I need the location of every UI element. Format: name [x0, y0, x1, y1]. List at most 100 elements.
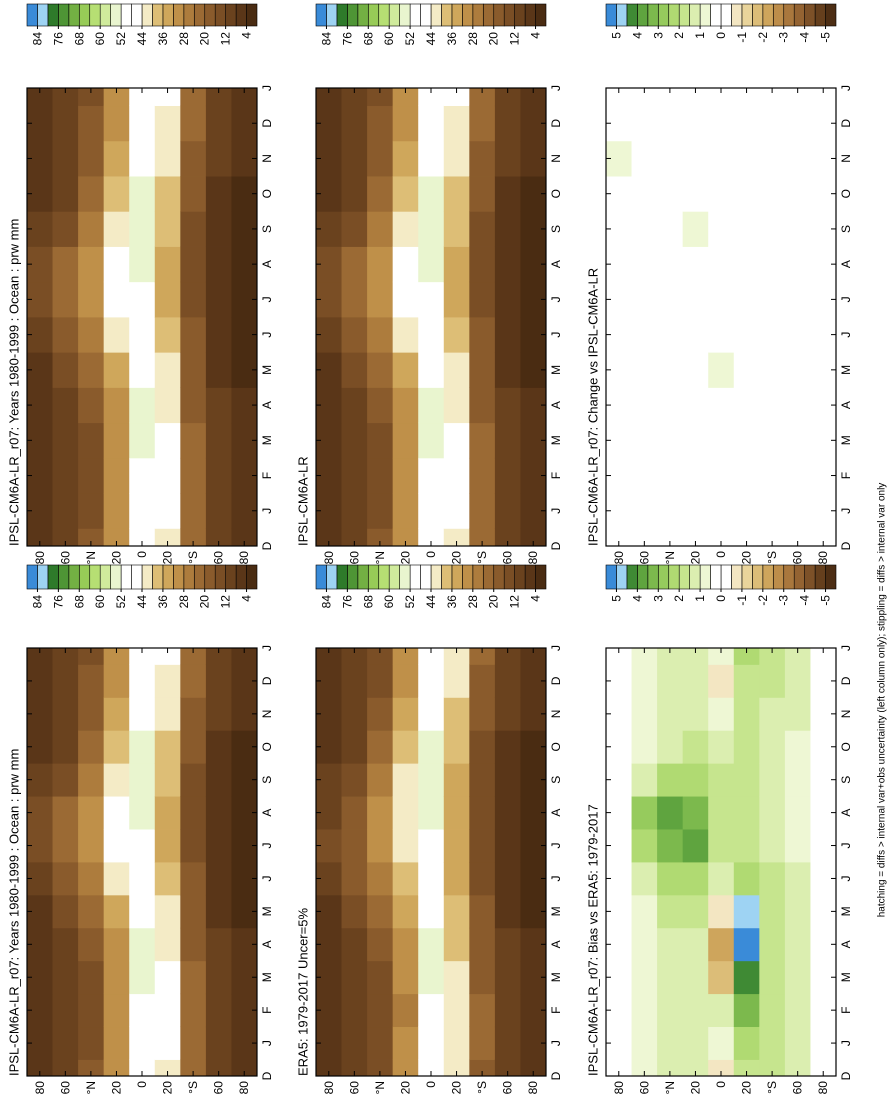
contour-cell: [759, 422, 786, 459]
contour-cell: [367, 176, 394, 212]
colorbar-cell: [804, 564, 816, 590]
colorbar-label: 76: [51, 595, 65, 609]
contour-cell: [341, 176, 368, 212]
colorbar-cell: [783, 3, 795, 27]
contour-cell: [520, 648, 547, 665]
contour-cell: [205, 993, 232, 1028]
contour-cell: [469, 927, 496, 962]
contour-cell: [682, 960, 709, 995]
contour-cell: [103, 352, 130, 388]
contour-cell: [631, 528, 658, 547]
colorbar-label: 68: [361, 32, 375, 46]
contour-cell: [494, 352, 521, 388]
contour-cell: [759, 281, 786, 318]
contour-cell: [733, 648, 760, 665]
contour-cell: [606, 88, 632, 107]
contour-cell: [78, 387, 105, 424]
contour-cell: [52, 211, 79, 247]
colorbar-cell: [793, 3, 805, 27]
x-tick-label: M: [549, 365, 563, 375]
y-tick-label: 0: [714, 551, 728, 558]
contour-cell: [205, 960, 232, 995]
contour-cell: [443, 176, 470, 212]
contour-cell: [392, 140, 419, 177]
colorbar-cell: [668, 3, 680, 27]
contour-cell: [27, 88, 53, 107]
contour-cell: [205, 422, 232, 459]
colorbar-label: 76: [340, 595, 354, 609]
colorbar-label: 44: [135, 32, 149, 46]
contour-cell: [759, 105, 786, 142]
x-tick-label: M: [260, 365, 274, 375]
contour-cell: [657, 763, 684, 797]
contour-cell: [129, 664, 156, 698]
x-tick-label: D: [839, 1071, 853, 1080]
colorbar-cell: [524, 564, 536, 590]
colorbar-cell: [605, 564, 617, 590]
contour-cell: [154, 648, 181, 665]
contour-cell: [103, 88, 130, 107]
x-tick-label: S: [839, 776, 853, 784]
colorbar-label: 76: [51, 32, 65, 46]
contour-cell: [341, 1026, 368, 1060]
contour-cell: [205, 528, 232, 547]
contour-cell: [341, 927, 368, 962]
contour-cell: [392, 317, 419, 353]
contour-cell: [469, 730, 496, 764]
contour-cell: [129, 352, 156, 388]
contour-cell: [392, 176, 419, 212]
contour-cell: [520, 88, 547, 107]
contour-cell: [341, 422, 368, 459]
contour-cell: [759, 246, 786, 283]
contour-cell: [682, 927, 709, 962]
contour-cell: [657, 1026, 684, 1060]
contour-cell: [784, 862, 811, 896]
contour-cell: [154, 457, 181, 494]
colorbar-cell: [430, 564, 442, 590]
contour-cell: [129, 927, 156, 962]
colorbar-cell: [388, 564, 400, 590]
y-tick-label: 20: [398, 1081, 412, 1095]
contour-cell: [205, 140, 232, 177]
contour-cell: [367, 648, 394, 665]
colorbar-cell: [409, 564, 421, 590]
contour-cell: [657, 796, 684, 830]
contour-cell: [154, 894, 181, 929]
colorbar-cell: [741, 564, 753, 590]
field: [606, 88, 837, 547]
contour-cell: [341, 648, 368, 665]
x-tick-label: J: [260, 1040, 274, 1046]
contour-cell: [494, 960, 521, 995]
contour-cell: [418, 960, 445, 995]
contour-cell: [154, 211, 181, 247]
contour-cell: [631, 664, 658, 698]
contour-cell: [205, 730, 232, 764]
x-tick-label: J: [549, 875, 563, 881]
contour-cell: [341, 88, 368, 107]
contour-cell: [392, 352, 419, 388]
contour-cell: [784, 422, 811, 459]
x-tick-label: J: [549, 332, 563, 338]
x-tick-label: D: [549, 1071, 563, 1080]
colorbar-cell: [637, 564, 649, 590]
contour-cell: [205, 493, 232, 529]
contour-cell: [205, 1059, 232, 1077]
colorbar-cell: [173, 564, 185, 590]
contour-cell: [103, 493, 130, 529]
contour-cell: [205, 176, 232, 212]
contour-cell: [78, 352, 105, 388]
x-tick-label: O: [260, 189, 274, 198]
contour-cell: [520, 528, 547, 547]
contour-cell: [154, 796, 181, 830]
colorbar-cell: [503, 564, 515, 590]
colorbar-label: 84: [319, 595, 333, 609]
contour-cell: [708, 763, 735, 797]
contour-cell: [733, 730, 760, 764]
contour-cell: [469, 317, 496, 353]
y-tick-label: °N: [84, 551, 98, 564]
contour-cell: [631, 894, 658, 929]
y-tick-label: 0: [135, 1081, 149, 1088]
colorbar-label: 52: [114, 32, 128, 46]
contour-cell: [129, 317, 156, 353]
x-tick-label: A: [260, 809, 274, 817]
